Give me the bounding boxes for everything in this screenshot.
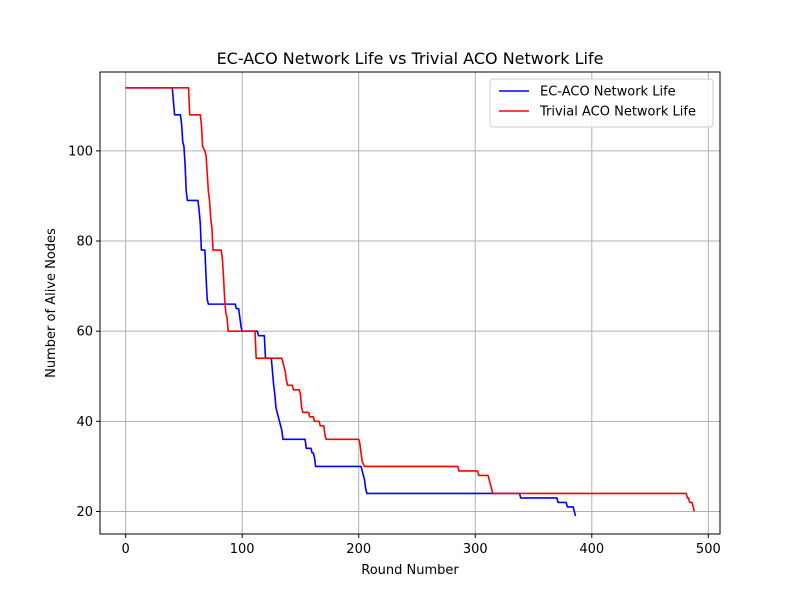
legend: EC-ACO Network Life Trivial ACO Network L…	[489, 78, 714, 128]
legend-label-1: EC-ACO Network Life	[540, 85, 676, 100]
x-axis-ticks: 0 100 200 300 400 500	[121, 534, 721, 557]
x-tick-label: 400	[579, 542, 604, 557]
grid-lines	[100, 72, 720, 534]
x-tick-label: 500	[696, 542, 721, 557]
series-lines	[125, 86, 696, 517]
x-tick-label: 300	[463, 542, 488, 557]
y-tick-label: 40	[76, 415, 93, 430]
y-tick-label: 80	[76, 235, 93, 250]
x-tick-label: 0	[121, 542, 129, 557]
y-axis-ticks: 20 40 60 80 100	[68, 144, 100, 520]
x-tick-label: 100	[230, 542, 255, 557]
series-line-2	[125, 86, 696, 512]
plot-frame	[99, 71, 721, 535]
x-axis-label: Round Number	[361, 563, 459, 578]
y-tick-label: 100	[68, 144, 93, 159]
legend-box	[489, 78, 714, 128]
chart-title: EC-ACO Network Life vs Trivial ACO Netwo…	[217, 49, 604, 68]
x-tick-label: 200	[346, 542, 371, 557]
y-tick-label: 60	[76, 325, 93, 340]
legend-label-2: Trivial ACO Network Life	[539, 105, 696, 120]
series-line-1	[125, 86, 577, 517]
y-axis-label: Number of Alive Nodes	[44, 228, 59, 378]
y-tick-label: 20	[76, 505, 93, 520]
